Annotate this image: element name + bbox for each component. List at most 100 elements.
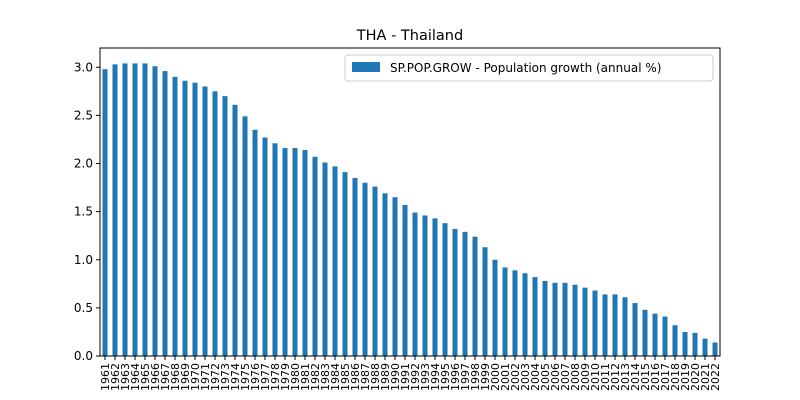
bar-1979: [282, 148, 288, 356]
x-tick-label: 1980: [289, 363, 302, 391]
x-tick-label: 1998: [469, 363, 482, 391]
x-tick-label: 1981: [299, 363, 312, 391]
bar-1966: [152, 66, 158, 356]
bar-1965: [142, 63, 148, 357]
bar-1963: [122, 63, 128, 357]
x-tick-label: 1971: [199, 363, 212, 391]
bar-1998: [472, 236, 478, 356]
x-tick-label: 1993: [419, 363, 432, 391]
bar-1995: [442, 223, 448, 356]
bar-2000: [492, 259, 498, 356]
legend-box: [344, 54, 714, 82]
x-tick-label: 1962: [109, 363, 122, 391]
bar-1977: [262, 137, 268, 356]
x-tick-label: 2000: [489, 363, 502, 391]
bar-2012: [612, 294, 618, 356]
bar-1987: [362, 182, 368, 356]
bar-1992: [412, 212, 418, 356]
x-tick-label: 2019: [679, 363, 692, 391]
bar-1967: [162, 71, 168, 356]
bar-2019: [682, 331, 688, 356]
x-tick-label: 1970: [189, 363, 202, 391]
bar-2011: [602, 294, 608, 356]
bar-1984: [332, 166, 338, 356]
y-axis: 0.0 0.5 1.0 1.5 2.0 2.5 3.0: [74, 60, 100, 363]
bar-1975: [242, 116, 248, 356]
x-tick-label: 2007: [559, 363, 572, 391]
bar-2020: [692, 332, 698, 356]
x-tick-label: 2008: [569, 363, 582, 391]
x-axis: 1961196219631964196519661967196819691970…: [99, 356, 722, 391]
bar-1981: [302, 150, 308, 356]
bar-1999: [482, 247, 488, 356]
x-tick-label: 2020: [689, 363, 702, 391]
bar-1976: [252, 129, 258, 356]
x-tick-label: 1984: [329, 363, 342, 391]
bar-1990: [392, 197, 398, 356]
x-tick-label: 2006: [549, 363, 562, 391]
x-tick-label: 1999: [479, 363, 492, 391]
x-tick-label: 1965: [139, 363, 152, 391]
x-tick-label: 1966: [149, 363, 162, 391]
bar-2010: [592, 290, 598, 356]
y-tick-label: 0.5: [74, 301, 93, 315]
bar-2001: [502, 267, 508, 356]
bar-2003: [522, 273, 528, 356]
x-tick-label: 1992: [409, 363, 422, 391]
x-tick-label: 1977: [259, 363, 272, 391]
bar-1980: [292, 148, 298, 356]
x-tick-label: 2003: [519, 363, 532, 391]
bar-1991: [402, 204, 408, 356]
x-tick-label: 1963: [119, 363, 132, 391]
x-tick-label: 1997: [459, 363, 472, 391]
x-tick-label: 1995: [439, 363, 452, 391]
bar-2021: [702, 338, 708, 356]
y-tick-label: 0.0: [74, 349, 93, 363]
chart-title: THA - Thailand: [356, 28, 463, 44]
x-tick-label: 1985: [339, 363, 352, 391]
x-tick-label: 1975: [239, 363, 252, 391]
bar-1978: [272, 143, 278, 356]
bar-2005: [542, 280, 548, 356]
x-tick-label: 2010: [589, 363, 602, 391]
x-tick-label: 1979: [279, 363, 292, 391]
x-tick-label: 2018: [669, 363, 682, 391]
x-tick-label: 1961: [99, 363, 112, 391]
bar-1993: [422, 215, 428, 356]
bar-2008: [572, 284, 578, 356]
x-tick-label: 1978: [269, 363, 282, 391]
x-tick-label: 2011: [599, 363, 612, 391]
bar-2017: [662, 316, 668, 356]
x-tick-label: 1991: [399, 363, 412, 391]
x-tick-label: 2022: [709, 363, 722, 391]
bar-2007: [562, 282, 568, 356]
bar-1983: [322, 162, 328, 356]
y-tick-label: 1.0: [74, 253, 93, 267]
x-tick-label: 1987: [359, 363, 372, 391]
x-tick-label: 2016: [649, 363, 662, 391]
x-tick-label: 1982: [309, 363, 322, 391]
bar-2015: [642, 309, 648, 356]
x-tick-label: 1990: [389, 363, 402, 391]
legend-swatch: [352, 62, 380, 72]
bar-1982: [312, 156, 318, 356]
bars-group: [102, 63, 718, 357]
x-tick-label: 2013: [619, 363, 632, 391]
bar-2013: [622, 297, 628, 356]
bar-1971: [202, 86, 208, 356]
x-tick-label: 2009: [579, 363, 592, 391]
x-tick-label: 1986: [349, 363, 362, 391]
x-tick-label: 1968: [169, 363, 182, 391]
x-tick-label: 1983: [319, 363, 332, 391]
bar-1974: [232, 104, 238, 356]
bar-1973: [222, 96, 228, 357]
bar-1962: [112, 64, 118, 357]
x-tick-label: 2014: [629, 363, 642, 391]
bar-1996: [452, 228, 458, 356]
bar-2004: [532, 277, 538, 356]
bar-2009: [582, 287, 588, 356]
y-tick-label: 2.5: [74, 108, 93, 122]
x-tick-label: 2004: [529, 363, 542, 391]
bar-2002: [512, 270, 518, 356]
